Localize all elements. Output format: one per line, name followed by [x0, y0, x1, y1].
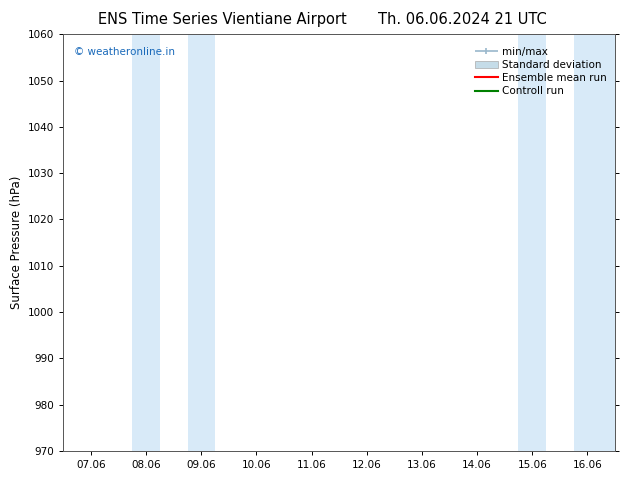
Y-axis label: Surface Pressure (hPa): Surface Pressure (hPa): [10, 176, 23, 309]
Text: © weatheronline.in: © weatheronline.in: [74, 47, 176, 57]
Bar: [519, 34, 546, 451]
Bar: [188, 34, 215, 451]
Bar: [133, 34, 160, 451]
Legend: min/max, Standard deviation, Ensemble mean run, Controll run: min/max, Standard deviation, Ensemble me…: [472, 44, 610, 99]
Text: Th. 06.06.2024 21 UTC: Th. 06.06.2024 21 UTC: [378, 12, 547, 27]
Text: ENS Time Series Vientiane Airport: ENS Time Series Vientiane Airport: [98, 12, 346, 27]
Bar: [574, 34, 615, 451]
